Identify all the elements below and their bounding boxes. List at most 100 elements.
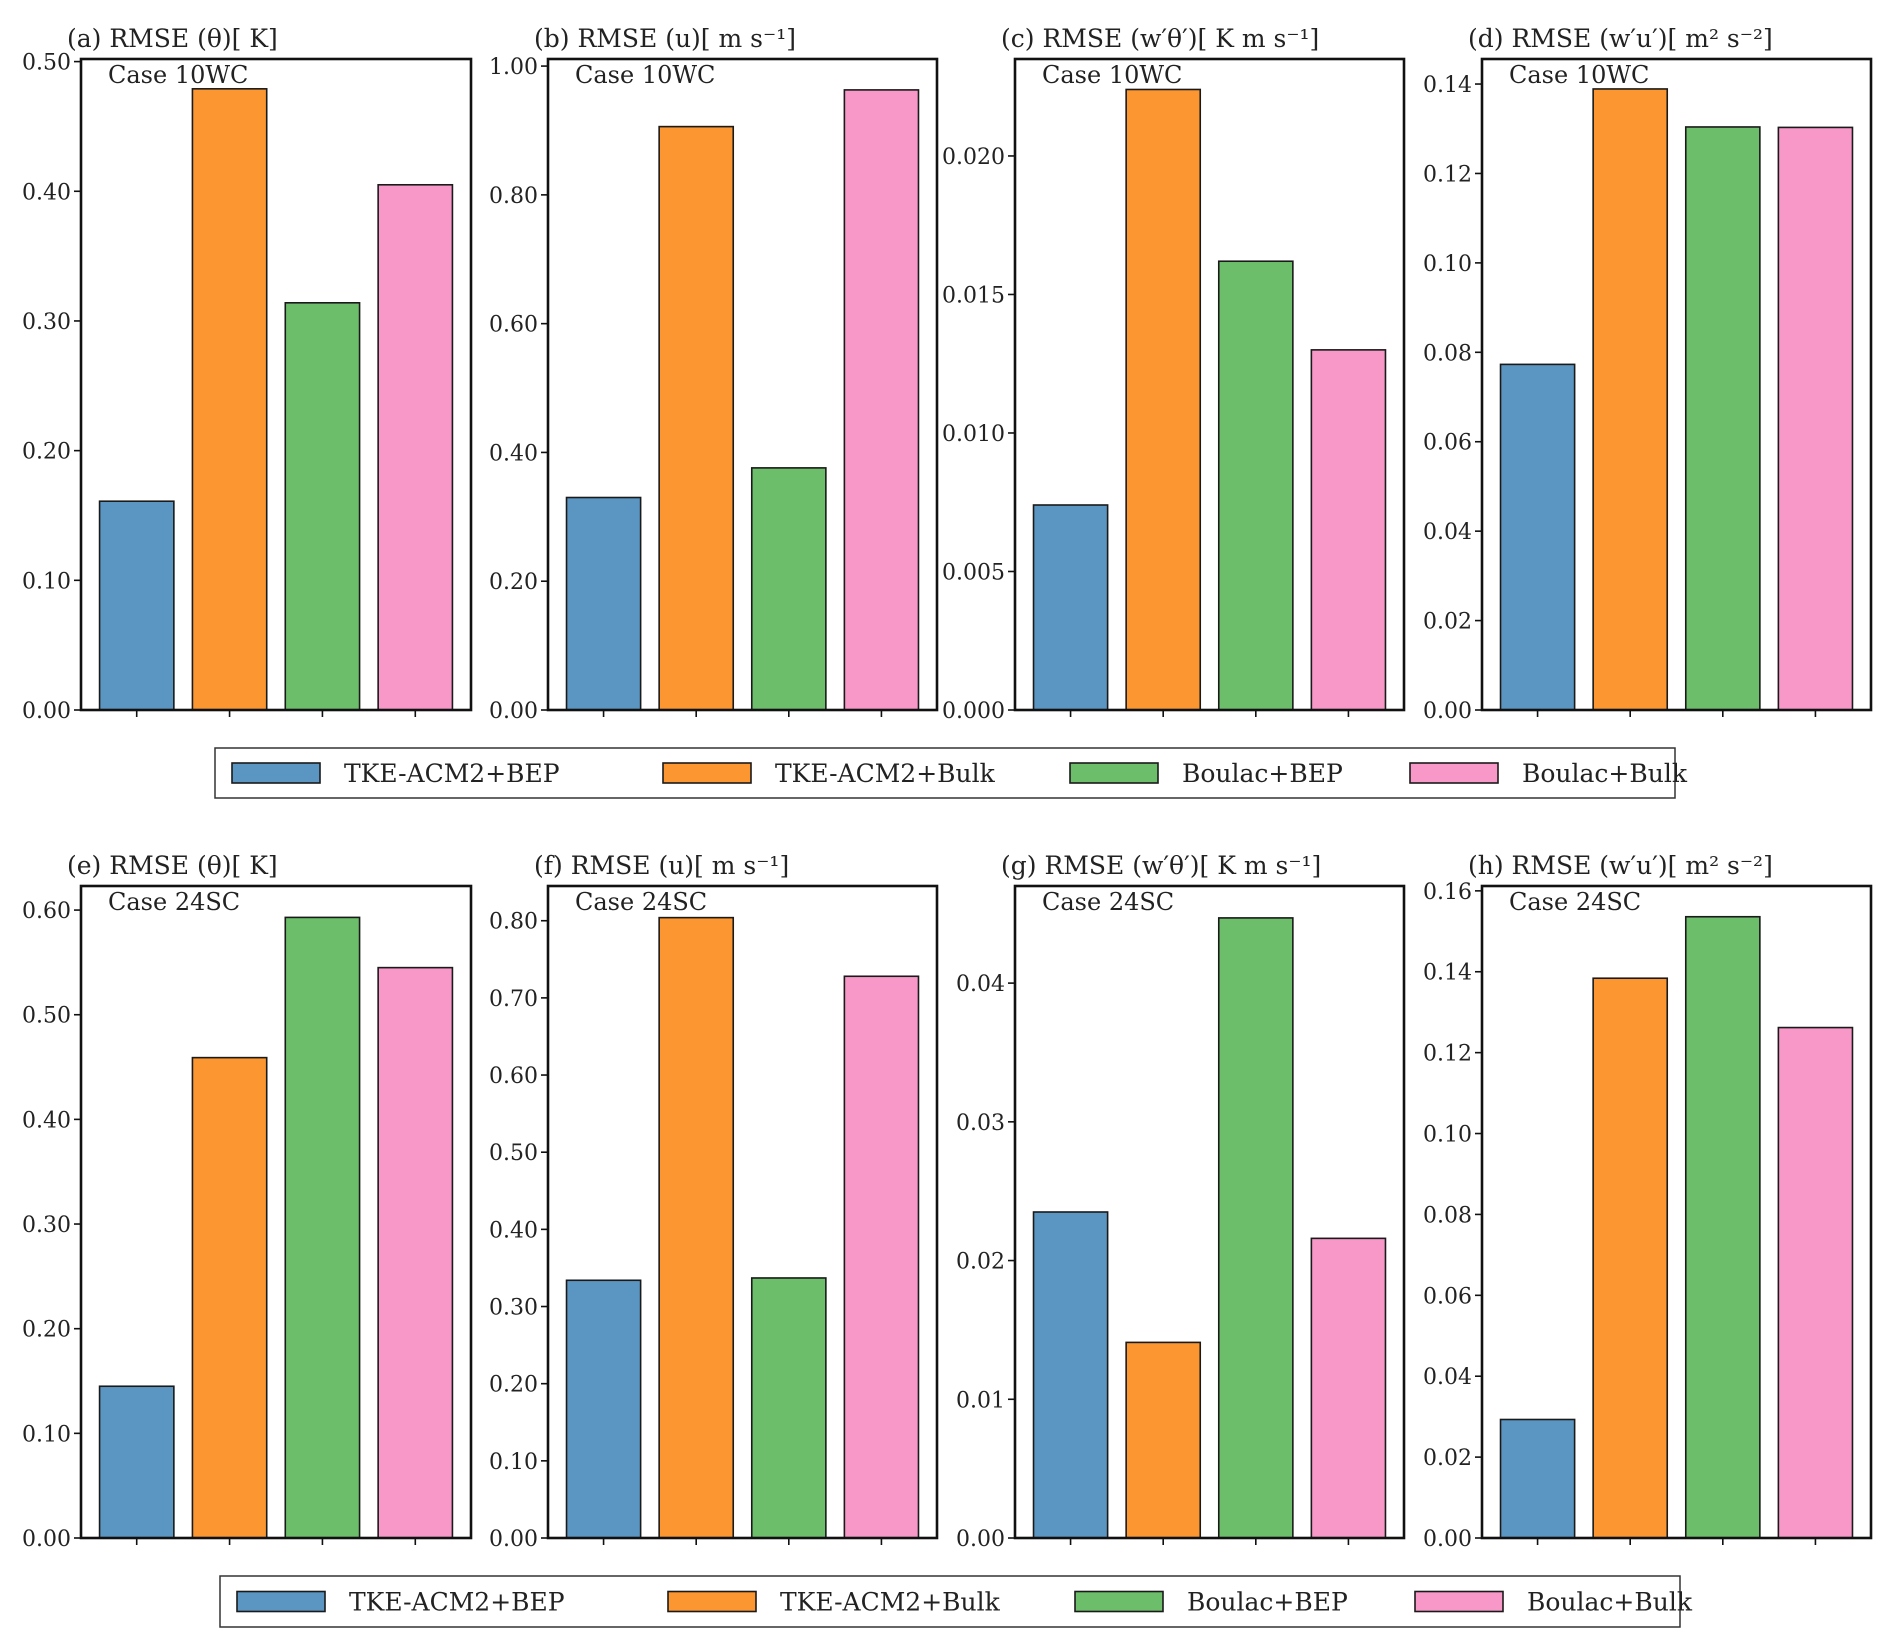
y-tick-label: 0.10 (489, 1450, 538, 1475)
panel-d: 0.00 0.02 0.04 0.06 0.08 0.10 0.12 0.14 (d) RMSE… (1423, 24, 1873, 724)
bar-tke-acm2-bep (565, 1279, 642, 1539)
legend-label-boulac-bulk: Boulac+Bulk (1522, 759, 1688, 788)
panel-b: 0.00 0.20 0.40 0.60 0.80 1.00(b) RMSE (u)[ m … (489, 24, 939, 724)
axes-frame (546, 57, 939, 712)
y-tick-label: 0.10 (22, 1422, 71, 1447)
bar-boulac-bep (284, 302, 361, 711)
bar-tke-acm2-bulk (658, 916, 735, 1539)
bar-tke-acm2-bulk (1592, 977, 1669, 1539)
panel-title: (a) RMSE (θ)[ K] (67, 24, 278, 53)
bar-tke-acm2-bep (1499, 1418, 1576, 1539)
bar-boulac-bep (750, 467, 827, 711)
bar-boulac-bep (284, 916, 361, 1539)
y-tick-label: 0.04 (1423, 1365, 1472, 1390)
bar-boulac-bulk (843, 89, 920, 711)
y-tick-label: 0.010 (942, 422, 1005, 447)
case-label: Case 24SC (575, 888, 707, 916)
legend-swatch-boulac-bulk (1414, 1590, 1504, 1613)
bar-tke-acm2-bep (98, 500, 175, 711)
panel-title: (c) RMSE (w′θ′)[ K m s⁻¹] (1001, 24, 1319, 53)
legend-swatch-boulac-bep (1074, 1590, 1164, 1613)
y-tick-label: 0.00 (956, 1527, 1005, 1552)
y-tick-label: 0.16 (1423, 880, 1472, 905)
axes-frame (1480, 884, 1873, 1540)
bar-tke-acm2-bulk (1125, 88, 1202, 711)
y-tick-label: 0.10 (1423, 1123, 1472, 1148)
y-tick-label: 0.50 (22, 51, 71, 76)
panel-f: 0.00 0.10 0.20 0.30 0.40 0.50 0.60 0.70 0.80 (f) … (489, 851, 939, 1552)
y-tick-label: 0.50 (22, 1004, 71, 1029)
case-label: Case 10WC (1509, 61, 1649, 89)
axes-frame (546, 884, 939, 1540)
legend-swatch-tke-acm2-bep (236, 1590, 326, 1613)
panel-title: (f) RMSE (u)[ m s⁻¹] (534, 851, 789, 880)
y-tick-label: 0.20 (22, 440, 71, 465)
panel-title: (h) RMSE (w′u′)[ m² s⁻²] (1468, 851, 1773, 880)
panel-title: (b) RMSE (u)[ m s⁻¹] (534, 24, 796, 53)
bar-boulac-bep (1684, 915, 1761, 1539)
y-tick-label: 0.60 (489, 313, 538, 338)
axes-frame (1013, 57, 1406, 712)
legend-swatch-tke-acm2-bulk (662, 762, 752, 784)
y-tick-label: 0.02 (956, 1250, 1005, 1275)
axes-frame (1013, 884, 1406, 1540)
bar-boulac-bulk (377, 966, 454, 1539)
bar-boulac-bep (1217, 917, 1294, 1539)
bar-boulac-bulk (843, 975, 920, 1539)
legend-label-tke-acm2-bep: TKE-ACM2+BEP (344, 759, 560, 788)
y-tick-label: 0.04 (956, 972, 1005, 997)
y-tick-label: 0.10 (1423, 252, 1472, 277)
y-tick-label: 0.40 (489, 1218, 538, 1243)
bar-tke-acm2-bep (565, 496, 642, 711)
y-tick-label: 0.70 (489, 987, 538, 1012)
panel-title: (e) RMSE (θ)[ K] (67, 851, 278, 880)
y-tick-label: 0.00 (1423, 1527, 1472, 1552)
y-tick-label: 0.020 (942, 145, 1005, 170)
y-tick-label: 0.00 (489, 699, 538, 724)
bar-tke-acm2-bep (1499, 363, 1576, 711)
panel-title: (d) RMSE (w′u′)[ m² s⁻²] (1468, 24, 1773, 53)
axes-frame (1480, 57, 1873, 712)
bar-tke-acm2-bep (98, 1385, 175, 1539)
y-tick-label: 0.20 (489, 570, 538, 595)
legend-label-tke-acm2-bep: TKE-ACM2+BEP (349, 1588, 565, 1617)
legend-1: TKE-ACM2+BEP TKE-ACM2+Bulk Boulac+BEP Boula… (214, 747, 1688, 799)
legend-label-boulac-bep: Boulac+BEP (1187, 1588, 1348, 1617)
y-tick-label: 0.000 (942, 699, 1005, 724)
bar-tke-acm2-bulk (1125, 1341, 1202, 1539)
y-tick-label: 0.30 (22, 1213, 71, 1238)
bar-boulac-bulk (377, 183, 454, 711)
legend-label-tke-acm2-bulk: TKE-ACM2+Bulk (780, 1588, 1001, 1617)
case-label: Case 10WC (108, 61, 248, 89)
y-tick-label: 0.06 (1423, 431, 1472, 456)
y-tick-label: 0.04 (1423, 520, 1472, 545)
y-tick-label: 0.00 (1423, 699, 1472, 724)
y-tick-label: 0.015 (942, 283, 1005, 308)
y-tick-label: 0.10 (22, 569, 71, 594)
y-tick-label: 0.60 (22, 899, 71, 924)
y-tick-label: 0.30 (489, 1296, 538, 1321)
y-tick-label: 0.005 (942, 560, 1005, 585)
bar-boulac-bulk (1777, 126, 1854, 711)
y-tick-label: 0.08 (1423, 341, 1472, 366)
axes-frame (79, 884, 473, 1540)
y-tick-label: 0.03 (956, 1111, 1005, 1136)
y-tick-label: 0.80 (489, 910, 538, 935)
y-tick-label: 0.00 (489, 1527, 538, 1552)
y-tick-label: 0.20 (22, 1318, 71, 1343)
y-tick-label: 1.00 (489, 55, 538, 80)
bar-tke-acm2-bulk (191, 1056, 268, 1539)
y-tick-label: 0.14 (1423, 73, 1472, 98)
legend-label-tke-acm2-bulk: TKE-ACM2+Bulk (775, 759, 996, 788)
bar-tke-acm2-bulk (1592, 88, 1669, 711)
y-tick-label: 0.60 (489, 1064, 538, 1089)
panel-h: 0.00 0.02 0.04 0.06 0.08 0.10 0.12 0.14 0.16(h) … (1423, 851, 1873, 1552)
bar-tke-acm2-bep (1032, 504, 1109, 711)
y-tick-label: 0.02 (1423, 610, 1472, 635)
y-tick-label: 0.50 (489, 1141, 538, 1166)
y-tick-label: 0.14 (1423, 961, 1472, 986)
case-label: Case 24SC (1042, 888, 1174, 916)
y-tick-label: 0.00 (22, 699, 71, 724)
y-tick-label: 0.00 (22, 1527, 71, 1552)
